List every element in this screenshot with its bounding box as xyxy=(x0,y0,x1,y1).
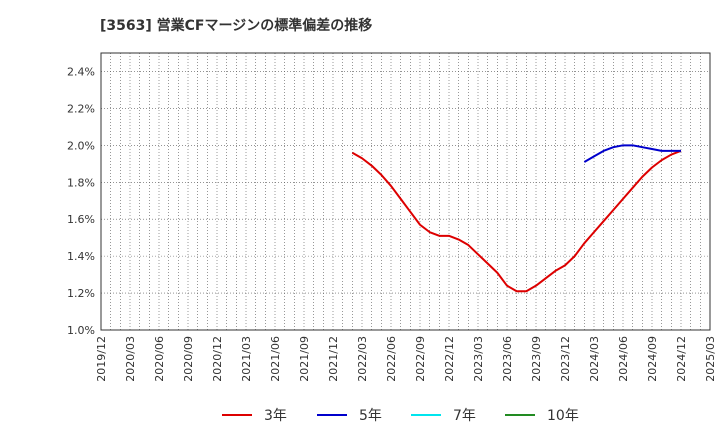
x-tick-label: 2024/06 xyxy=(617,336,630,382)
x-tick-label: 2020/03 xyxy=(124,336,137,382)
y-tick-label: 1.0% xyxy=(67,324,95,337)
x-tick-label: 2023/06 xyxy=(501,336,514,382)
legend: 3年 5年 7年 10年 xyxy=(222,408,579,424)
x-tick-label: 2022/03 xyxy=(356,336,369,382)
y-tick-label: 1.2% xyxy=(67,287,95,300)
grid xyxy=(101,53,710,331)
plot-area xyxy=(351,144,682,293)
x-tick-label: 2021/12 xyxy=(327,336,340,382)
x-tick-label: 2024/03 xyxy=(588,336,601,382)
chart-title: [3563] 営業CFマージンの標準偏差の推移 xyxy=(100,17,372,34)
y-tick-label: 2.2% xyxy=(67,102,95,115)
x-tick-label: 2021/09 xyxy=(298,336,311,382)
x-tick-label: 2024/12 xyxy=(675,336,688,382)
x-tick-label: 2023/09 xyxy=(530,336,543,382)
x-tick-label: 2020/12 xyxy=(211,336,224,382)
x-tick-label: 2025/03 xyxy=(704,336,717,382)
y-tick-label: 1.6% xyxy=(67,213,95,226)
y-tick-label: 1.4% xyxy=(67,250,95,263)
x-tick-label: 2021/03 xyxy=(240,336,253,382)
x-tick-label: 2022/12 xyxy=(443,336,456,382)
x-tick-label: 2019/12 xyxy=(95,336,108,382)
legend-label: 5年 xyxy=(359,408,382,424)
series-line-3年 xyxy=(351,149,682,293)
x-axis: 2019/12 2020/03 2020/06 2020/09 2020/12 2021/… xyxy=(95,336,717,382)
x-tick-label: 2023/03 xyxy=(472,336,485,382)
y-tick-label: 2.0% xyxy=(67,139,95,152)
plot-frame xyxy=(100,52,711,331)
x-tick-label: 2022/06 xyxy=(385,336,398,382)
legend-label: 3年 xyxy=(264,408,287,424)
x-tick-label: 2021/06 xyxy=(269,336,282,382)
y-tick-label: 2.4% xyxy=(67,65,95,78)
series-line-5年 xyxy=(583,144,681,163)
legend-label: 10年 xyxy=(547,408,579,424)
x-tick-label: 2023/12 xyxy=(559,336,572,382)
x-tick-label: 2020/06 xyxy=(153,336,166,382)
legend-label: 7年 xyxy=(453,408,476,424)
y-axis: 1.0% 1.2% 1.4% 1.6% 1.8% 2.0% 2.2% 2.4% xyxy=(67,65,95,337)
x-tick-label: 2024/09 xyxy=(646,336,659,382)
x-tick-label: 2020/09 xyxy=(182,336,195,382)
x-tick-label: 2022/09 xyxy=(414,336,427,382)
y-tick-label: 1.8% xyxy=(67,176,95,189)
